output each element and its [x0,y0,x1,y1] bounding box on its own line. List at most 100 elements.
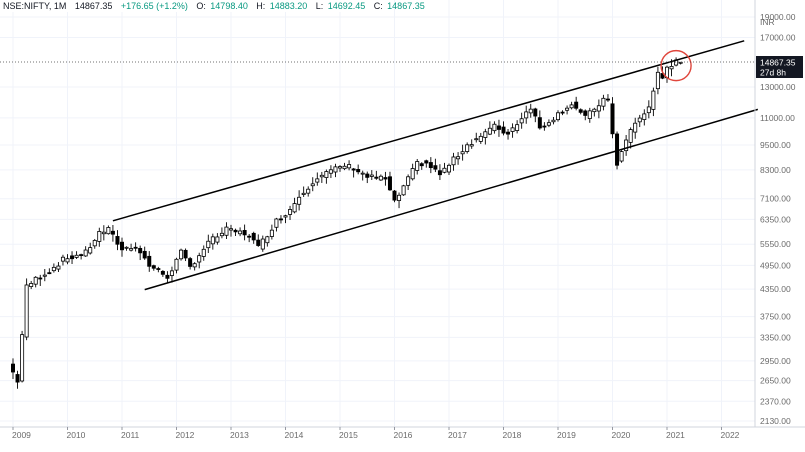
candle-body [65,258,70,263]
candle-body [38,277,43,280]
candle-down [496,119,501,137]
candle-down [151,264,156,271]
candle-up [446,163,451,176]
candle-down [533,107,538,123]
candle-up [269,224,274,240]
candle-body [496,125,501,130]
candle-body [324,171,329,178]
candle-up [519,112,524,129]
trendlines[interactable] [112,40,759,291]
candle-body [251,232,256,241]
candle-body [124,246,129,249]
candle-body [519,118,524,124]
candle-body [655,71,660,90]
candle-body [510,127,515,132]
candle-up [33,276,38,288]
price-tick-label: 2950.00 [760,356,791,366]
candle-body [487,127,492,135]
candle-up [655,66,660,95]
candle-body [628,129,633,143]
price-axis[interactable]: 2130.00 2370.00 2650.00 2950.00 3350.00 3750.… [754,0,796,427]
candle-body [147,255,152,267]
highlight-circle[interactable] [660,49,692,82]
candle-body [228,228,233,231]
candle-body [469,144,474,147]
candle-up [324,169,329,184]
candle-body [356,169,361,173]
candle-down [424,159,429,168]
candle-body [456,156,461,160]
candle-down [392,190,397,203]
candle-up [596,99,601,119]
candle-up [228,224,233,237]
time-axis[interactable]: 2009 2010 2011 2012 2013 2014 2015 2016 2017 2018… [0,426,805,440]
candle-up [265,235,270,247]
candle-down [278,215,283,224]
candle-body [569,104,574,109]
candle-down [583,109,588,121]
candle-body [587,110,592,119]
high-value: 14883.20 [270,1,308,11]
candle-body [206,240,211,249]
candle-body [306,188,311,194]
close-value: 14867.35 [387,1,425,11]
candle-body [360,172,365,175]
candle-body [210,236,215,245]
candle-up [342,162,347,171]
candle-body [365,173,370,178]
candle-up [315,172,320,186]
candle-down [428,157,433,174]
candle-up [592,107,597,117]
channel-lower[interactable] [144,108,759,291]
candle-body [29,283,34,287]
candle-up [210,233,215,250]
candle-up [483,128,488,145]
candle-up [665,65,670,83]
candle-body [219,232,224,237]
candle-up [601,94,606,111]
candle-body [97,231,102,242]
candle-down [110,225,115,242]
time-tick-label: 2017 [448,430,467,440]
candle-body [215,236,220,243]
candle-body [165,274,170,279]
candle-up [310,177,315,192]
time-tick-label: 2014 [285,430,304,440]
candle-down [115,230,120,251]
candle-down [183,248,188,262]
candle-down [70,251,75,264]
candle-up [415,158,420,175]
candle-down [542,122,547,131]
candle-up [319,171,324,183]
candle-up [337,165,342,172]
candle-body [624,139,629,152]
candle-up [297,190,302,211]
time-tick-label: 2021 [666,430,685,440]
candle-up [88,242,93,255]
candle-body [60,256,65,262]
candle-up [524,105,529,124]
candle-up [106,225,111,235]
candle-body [256,239,261,246]
candle-body [383,177,388,180]
candle-body [15,374,20,383]
channel-upper[interactable] [112,40,745,222]
price-tick-label: 5550.00 [760,239,791,249]
candle-body [592,108,597,113]
candle-body [101,231,106,235]
candle-down [356,164,361,175]
candle-down [147,251,152,272]
candle-body [378,175,383,181]
candle-down [79,253,84,260]
candle-down [574,96,579,111]
candle-body [387,176,392,191]
candle-up [224,222,229,240]
candle-body [596,105,601,112]
candle-body [138,247,143,254]
candle-down [387,171,392,191]
candle-up [478,132,483,144]
candle-body [337,166,342,169]
candle-up [674,57,679,67]
time-tick-label: 2016 [394,430,413,440]
